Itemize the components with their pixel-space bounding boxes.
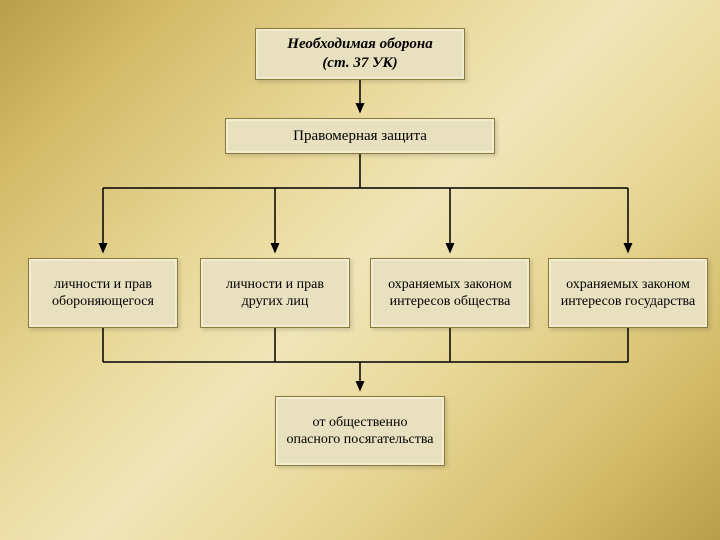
node-leaf-society: охраняемых законом интересов общества bbox=[370, 258, 530, 328]
node-leaf-self: личности и прав обороняющегося bbox=[28, 258, 178, 328]
node-root: Необходимая оборона (ст. 37 УК) bbox=[255, 28, 465, 80]
node-leaf-state: охраняемых законом интересов государства bbox=[548, 258, 708, 328]
node-defense: Правомерная защита bbox=[225, 118, 495, 154]
node-leaf-others: личности и прав других лиц bbox=[200, 258, 350, 328]
leaf4-text: охраняемых законом интересов государства bbox=[557, 276, 699, 311]
defense-text: Правомерная защита bbox=[293, 127, 427, 146]
bottom-text: от общественно опасного посягательства bbox=[284, 414, 436, 449]
leaf3-text: охраняемых законом интересов общества bbox=[379, 276, 521, 311]
root-line1: Необходимая оборона bbox=[287, 36, 432, 52]
leaf2-text: личности и прав других лиц bbox=[209, 276, 341, 311]
node-bottom: от общественно опасного посягательства bbox=[275, 396, 445, 466]
root-line2: (ст. 37 УК) bbox=[322, 55, 397, 71]
leaf1-text: личности и прав обороняющегося bbox=[37, 276, 169, 311]
